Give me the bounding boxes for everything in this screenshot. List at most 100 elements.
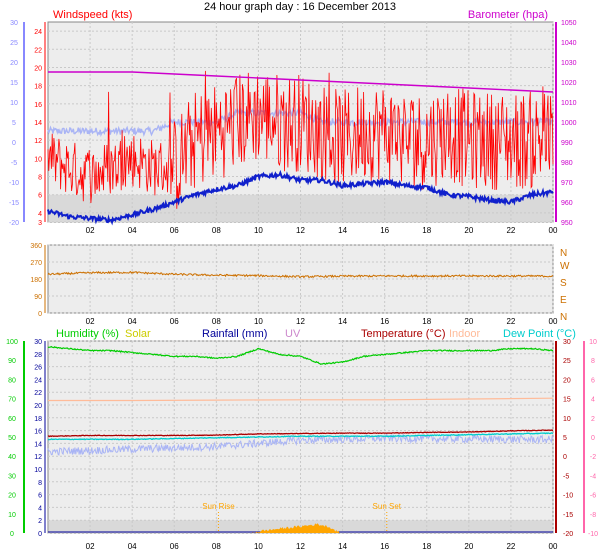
temperature-tick: 20 <box>563 377 571 384</box>
humidity-tick: 90 <box>8 358 16 365</box>
wind-outer-tick: 15 <box>10 80 18 87</box>
legend-item: Solar <box>125 328 151 340</box>
direction-x-tick: 00 <box>549 317 558 326</box>
wind-left-tick: 8 <box>38 175 42 182</box>
sunrise-label: Sun Rise <box>202 502 235 511</box>
uv-tick: 10 <box>589 339 597 346</box>
wind-x-tick: 20 <box>464 226 473 235</box>
wind-left-axis-label: Windspeed (kts) <box>53 9 132 21</box>
humidity-tick: 40 <box>8 454 16 461</box>
humidity-tick: 80 <box>8 377 16 384</box>
wind-left-tick: 18 <box>34 84 42 91</box>
temperature-tick: 30 <box>563 339 571 346</box>
env-x-tick: 18 <box>422 542 431 551</box>
wind-x-tick: 08 <box>212 226 221 235</box>
rain-left-tick: 20 <box>34 403 42 410</box>
wind-x-tick: 12 <box>296 226 305 235</box>
noisy-series-line <box>47 433 554 456</box>
direction-left-tick: 90 <box>34 294 42 301</box>
direction-x-tick: 22 <box>506 317 515 326</box>
wind-x-tick: 02 <box>86 226 95 235</box>
legend-item: Temperature (°C) <box>361 328 445 340</box>
uv-tick: -2 <box>590 454 596 461</box>
wind-outer-tick: -5 <box>11 160 17 167</box>
rain-left-tick: 12 <box>34 454 42 461</box>
wind-outer-tick: 5 <box>12 120 16 127</box>
wind-outer-tick: 20 <box>10 60 18 67</box>
humidity-tick: 100 <box>6 339 18 346</box>
rain-left-tick: 28 <box>34 352 42 359</box>
env-x-tick: 12 <box>296 542 305 551</box>
wind-outer-tick: -20 <box>9 220 19 227</box>
dew-point-line <box>47 432 554 441</box>
baro-right-tick: 960 <box>561 200 573 207</box>
humidity-tick: 60 <box>8 416 16 423</box>
wind-x-tick: 10 <box>254 226 263 235</box>
env-x-tick: 00 <box>549 542 558 551</box>
wind-outer-tick: 10 <box>10 100 18 107</box>
baro-right-tick: 1020 <box>561 80 577 87</box>
baro-right-tick: 1000 <box>561 120 577 127</box>
humidity-tick: 30 <box>8 473 16 480</box>
legend-item: Humidity (%) <box>56 328 119 340</box>
direction-x-tick: 10 <box>254 317 263 326</box>
env-x-tick: 20 <box>464 542 473 551</box>
rain-left-tick: 4 <box>38 505 42 512</box>
rain-left-tick: 8 <box>38 480 42 487</box>
temperature-line <box>47 429 554 438</box>
wind-direction-line <box>47 270 554 279</box>
humidity-tick: 20 <box>8 493 16 500</box>
wind-x-tick: 14 <box>338 226 347 235</box>
wind-panel: 02 04 06 08 10 12 14 16 18 20 22 00 3 4 6 8 10 12 14 16 18 20… <box>9 9 577 235</box>
temperature-tick: 5 <box>563 435 567 442</box>
temperature-tick: 15 <box>563 397 571 404</box>
temperature-tick: 0 <box>563 454 567 461</box>
wind-outer-tick: -10 <box>9 180 19 187</box>
compass-label: N <box>560 248 567 259</box>
wind-outer-tick: -15 <box>9 200 19 207</box>
legend-item: UV <box>285 328 301 340</box>
direction-left-tick: 180 <box>30 277 42 284</box>
humidity-tick: 0 <box>10 531 14 538</box>
rain-left-tick: 6 <box>38 493 42 500</box>
baro-right-tick: 950 <box>561 220 573 227</box>
compass-label: N <box>560 312 567 323</box>
windspeed-line <box>47 70 554 209</box>
direction-panel: 02 04 06 08 10 12 14 16 18 20 22 00090180270360NWSE… <box>30 243 570 326</box>
temperature-tick: -20 <box>563 531 573 538</box>
legend-item: Indoor <box>449 328 481 340</box>
wind-left-tick: 22 <box>34 47 42 54</box>
temperature-tick: -5 <box>563 473 569 480</box>
rain-left-tick: 10 <box>34 467 42 474</box>
direction-x-tick: 06 <box>170 317 179 326</box>
humidity-tick: 10 <box>8 512 16 519</box>
uv-tick: 6 <box>591 377 595 384</box>
env-x-tick: 14 <box>338 542 347 551</box>
env-x-tick: 16 <box>380 542 389 551</box>
rain-left-tick: 14 <box>34 441 42 448</box>
humidity-tick: 70 <box>8 397 16 404</box>
direction-x-tick: 18 <box>422 317 431 326</box>
baro-right-tick: 980 <box>561 160 573 167</box>
direction-x-tick: 12 <box>296 317 305 326</box>
rain-left-tick: 24 <box>34 377 42 384</box>
compass-label: W <box>560 261 570 272</box>
env-x-tick: 04 <box>128 542 137 551</box>
direction-x-tick: 20 <box>464 317 473 326</box>
env-x-tick: 10 <box>254 542 263 551</box>
uv-tick: -8 <box>590 512 596 519</box>
uv-tick: -10 <box>588 531 598 538</box>
rain-left-tick: 2 <box>38 518 42 525</box>
direction-x-tick: 16 <box>380 317 389 326</box>
chart-title: 24 hour graph day : 16 December 2013 <box>204 1 396 13</box>
rain-left-tick: 16 <box>34 429 42 436</box>
solar-area <box>252 523 341 533</box>
baro-right-tick: 1050 <box>561 20 577 27</box>
uv-tick: 4 <box>591 397 595 404</box>
legend-item: Dew Point (°C) <box>503 328 576 340</box>
direction-x-tick: 14 <box>338 317 347 326</box>
baro-right-tick: 1040 <box>561 40 577 47</box>
legend-item: Rainfall (mm) <box>202 328 267 340</box>
wind-left-tick: 24 <box>34 29 42 36</box>
